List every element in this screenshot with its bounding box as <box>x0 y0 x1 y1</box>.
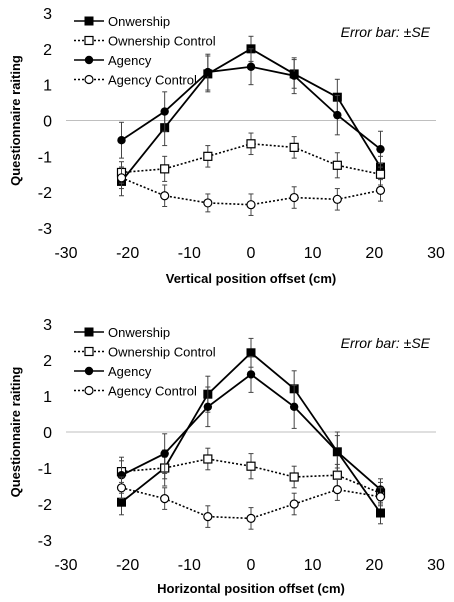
y-tick-label: 0 <box>43 114 52 131</box>
data-point <box>246 62 256 71</box>
error-bar-annotation: Error bar: ±SE <box>341 24 431 40</box>
y-tick-label: 3 <box>43 317 52 334</box>
data-point <box>375 185 386 195</box>
x-tick-label: -20 <box>116 557 139 574</box>
data-point <box>375 492 386 502</box>
data-point <box>117 136 126 145</box>
data-point <box>203 402 213 411</box>
y-axis-label: Questionnaire raiting <box>8 55 23 186</box>
data-point <box>289 499 299 509</box>
series-ownership-control <box>116 132 386 186</box>
error-bar-annotation: Error bar: ±SE <box>341 335 431 351</box>
legend-label: Onwership <box>108 14 170 29</box>
data-point <box>289 472 299 482</box>
data-point <box>289 192 299 203</box>
y-axis-label: Questionnaire raiting <box>8 367 23 498</box>
data-point <box>116 483 127 493</box>
legend-marker <box>84 346 94 357</box>
x-tick-label: 10 <box>304 557 322 574</box>
x-axis-label: Horizontal position offset (cm) <box>157 581 345 596</box>
legend-label: Ownership Control <box>108 345 216 360</box>
data-point <box>160 107 169 116</box>
legend-label: Ownership Control <box>108 34 216 49</box>
legend: Onwership Ownership Control Agency Agency C… <box>74 14 216 88</box>
data-point <box>246 461 256 471</box>
series-agency <box>117 48 385 168</box>
legend-marker <box>84 35 94 46</box>
data-point <box>333 110 342 120</box>
legend-label: Onwership <box>108 325 170 340</box>
data-point <box>246 370 256 379</box>
series-agency-control <box>116 166 386 216</box>
legend-label: Agency <box>108 53 152 68</box>
y-tick-label: -3 <box>38 221 52 238</box>
x-tick-label: 30 <box>427 245 445 262</box>
data-point <box>160 449 169 458</box>
x-tick-label: 20 <box>365 557 383 574</box>
x-tick-label: -30 <box>54 557 77 574</box>
legend-label: Agency Control <box>108 384 197 399</box>
data-point <box>375 169 386 179</box>
x-tick-label: -30 <box>54 245 77 262</box>
data-point <box>289 71 299 80</box>
data-point <box>333 447 342 456</box>
data-point <box>246 513 256 524</box>
y-tick-label: -1 <box>38 461 52 478</box>
x-tick-label: -10 <box>178 557 201 574</box>
data-point <box>376 508 385 518</box>
x-tick-label: 10 <box>304 245 322 262</box>
data-point <box>117 497 126 507</box>
legend-marker <box>84 16 94 26</box>
legend: Onwership Ownership Control Agency Agency C… <box>74 325 216 399</box>
y-tick-label: 1 <box>43 389 52 406</box>
x-tick-label: -20 <box>116 245 139 262</box>
legend-marker <box>84 55 94 65</box>
data-point <box>160 164 170 174</box>
y-tick-label: -3 <box>38 533 52 550</box>
y-tick-label: 2 <box>43 353 52 370</box>
data-point <box>246 348 256 358</box>
legend-marker <box>84 327 94 337</box>
data-point <box>203 67 213 77</box>
series-agency-control <box>116 476 386 530</box>
data-point <box>246 200 256 210</box>
legend-label: Agency Control <box>108 73 197 88</box>
data-point <box>203 198 213 208</box>
y-tick-label: -1 <box>38 149 52 166</box>
data-point <box>376 144 385 154</box>
x-tick-label: 30 <box>427 557 445 574</box>
legend-marker <box>84 366 94 376</box>
y-tick-label: 1 <box>43 78 52 95</box>
data-point <box>160 494 170 504</box>
x-tick-label: 20 <box>365 245 383 262</box>
data-point <box>332 485 342 495</box>
data-point <box>289 402 299 411</box>
data-point <box>332 160 342 170</box>
y-tick-label: 0 <box>43 425 52 442</box>
y-tick-label: -2 <box>38 497 52 514</box>
data-point <box>203 151 213 161</box>
data-point <box>203 511 213 522</box>
data-point <box>203 454 213 464</box>
y-tick-label: 2 <box>43 42 52 59</box>
y-tick-label: 3 <box>43 6 52 23</box>
data-point <box>332 470 342 480</box>
x-tick-label: 0 <box>247 557 256 574</box>
data-point <box>332 194 342 204</box>
x-tick-label: 0 <box>247 245 256 262</box>
x-tick-label: -10 <box>178 245 201 262</box>
data-point <box>289 142 299 152</box>
x-axis-label: Vertical position offset (cm) <box>166 271 336 286</box>
legend-marker <box>84 385 94 396</box>
legend-label: Agency <box>108 364 152 379</box>
data-point <box>116 173 127 183</box>
data-point <box>246 139 256 149</box>
data-point <box>160 191 170 201</box>
legend-marker <box>84 74 94 85</box>
y-tick-label: -2 <box>38 185 52 202</box>
